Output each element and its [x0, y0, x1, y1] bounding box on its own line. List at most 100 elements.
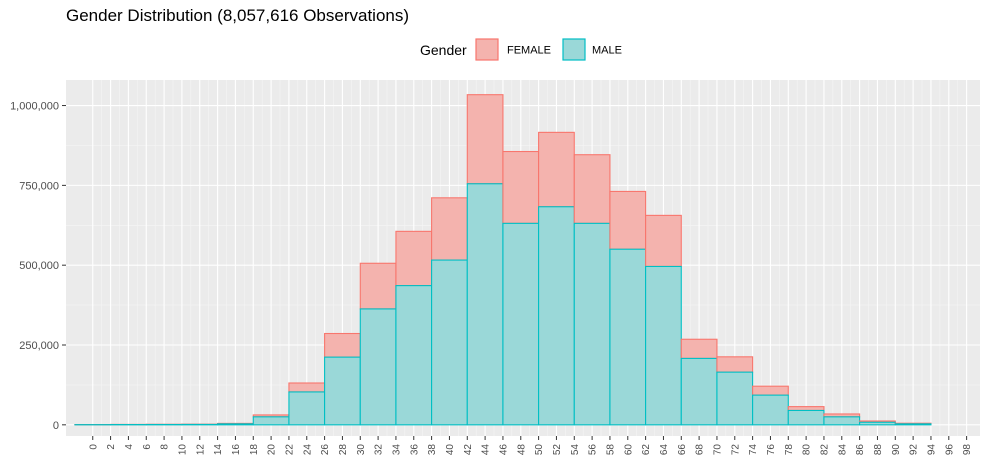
legend-label-male: MALE: [592, 45, 622, 57]
bar-male: [252, 416, 290, 426]
x-tick-label: 38: [427, 444, 438, 456]
x-tick-label: 8: [160, 444, 171, 450]
x-tick-label: 16: [231, 444, 242, 456]
bar-male: [288, 391, 326, 426]
bar-male: [217, 423, 254, 426]
legend-title: Gender: [420, 42, 467, 58]
x-tick-label: 14: [213, 444, 224, 456]
x-tick-label: 78: [784, 444, 795, 456]
x-tick-label: 96: [944, 444, 955, 456]
x-tick-label: 58: [605, 444, 616, 456]
x-tick-label: 6: [142, 444, 153, 450]
x-tick-label: 22: [284, 444, 295, 456]
bar-male: [859, 421, 896, 426]
legend-label-female: FEMALE: [507, 45, 551, 57]
x-tick-label: 68: [695, 444, 706, 456]
bar-female: [787, 406, 825, 412]
y-axis: 0 250,000 500,000 750,000 1,000,000: [10, 101, 66, 432]
bar-female: [573, 154, 611, 224]
bar-female: [431, 197, 468, 261]
x-tick-label: 60: [623, 444, 634, 456]
x-tick-label: 44: [481, 444, 492, 456]
bar-male: [752, 394, 789, 426]
x-tick-label: 0: [88, 444, 99, 450]
bar-male: [716, 371, 754, 426]
x-tick-label: 52: [552, 444, 563, 456]
x-tick-label: 34: [391, 444, 402, 456]
x-tick-label: 62: [641, 444, 652, 456]
x-tick-label: 90: [891, 444, 902, 456]
x-axis: 0 2 4 6 8 10 12 14 16 18 20 22 24 26 28 30 32 34 36 38 40 42 4…: [88, 436, 973, 455]
bar-male: [894, 423, 932, 426]
x-tick-label: 66: [677, 444, 688, 456]
bar-female: [609, 190, 647, 250]
x-tick-label: 10: [177, 444, 188, 456]
bar-male: [324, 356, 361, 426]
x-tick-label: 72: [730, 444, 741, 456]
x-tick-label: 74: [748, 444, 759, 456]
x-tick-label: 48: [516, 444, 527, 456]
bar-female: [645, 214, 682, 268]
x-tick-label: 54: [570, 444, 581, 456]
x-tick-label: 20: [267, 444, 278, 456]
x-tick-label: 30: [356, 444, 367, 456]
x-tick-label: 40: [445, 444, 456, 456]
bar-male: [823, 416, 861, 426]
x-tick-label: 50: [534, 444, 545, 456]
x-tick-label: 94: [926, 444, 937, 456]
bar-female: [395, 230, 433, 287]
bars: [74, 94, 932, 426]
x-tick-label: 92: [909, 444, 920, 456]
bar-female: [680, 338, 718, 359]
x-tick-label: 2: [106, 444, 117, 450]
x-tick-label: 4: [124, 444, 135, 450]
bar-male: [609, 248, 647, 426]
x-tick-label: 64: [659, 444, 670, 456]
x-tick-label: 56: [588, 444, 599, 456]
y-tick-label: 250,000: [19, 340, 59, 352]
x-tick-label: 46: [498, 444, 509, 456]
x-tick-label: 76: [766, 444, 777, 456]
y-tick-label: 500,000: [19, 260, 59, 272]
x-tick-label: 18: [249, 444, 260, 456]
bar-female: [502, 150, 540, 224]
x-tick-label: 98: [962, 444, 973, 456]
bar-male: [395, 285, 433, 426]
bar-male: [466, 183, 504, 426]
bar-female: [466, 94, 504, 185]
bar-male: [431, 259, 468, 426]
x-tick-label: 84: [837, 444, 848, 456]
legend: Gender FEMALE MALE: [420, 38, 622, 61]
x-tick-label: 82: [819, 444, 830, 456]
bar-female: [752, 385, 789, 396]
chart-title: Gender Distribution (8,057,616 Observati…: [66, 6, 409, 25]
x-tick-label: 32: [374, 444, 385, 456]
bar-female: [324, 332, 361, 358]
x-tick-label: 70: [712, 444, 723, 456]
y-tick-label: 1,000,000: [10, 101, 59, 113]
bar-male: [645, 265, 682, 426]
legend-key-male: [562, 38, 586, 61]
bar-female: [359, 262, 397, 310]
bar-female: [288, 382, 326, 393]
bar-male: [787, 409, 825, 426]
y-tick-label: 750,000: [19, 180, 59, 192]
x-tick-label: 12: [195, 444, 206, 456]
legend-key-female: [475, 38, 499, 61]
bar-male: [573, 222, 611, 426]
x-tick-label: 24: [302, 444, 313, 456]
bar-male: [359, 308, 397, 426]
bar-female: [538, 131, 575, 208]
x-tick-label: 36: [409, 444, 420, 456]
x-tick-label: 88: [873, 444, 884, 456]
bar-male: [502, 222, 540, 426]
y-tick-label: 0: [53, 420, 59, 432]
x-tick-label: 86: [855, 444, 866, 456]
bar-male: [538, 206, 575, 426]
x-tick-label: 26: [320, 444, 331, 456]
bar-male: [680, 357, 718, 426]
x-tick-label: 28: [338, 444, 349, 456]
x-tick-label: 42: [463, 444, 474, 456]
x-tick-label: 80: [802, 444, 813, 456]
